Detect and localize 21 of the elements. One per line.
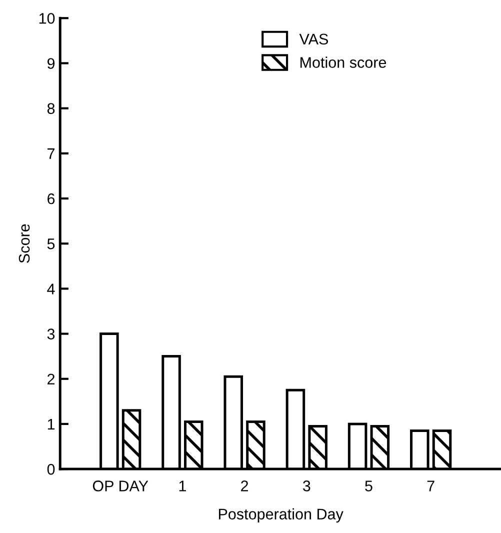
x-tick-label: 3: [302, 480, 310, 492]
y-tick-label: 7: [48, 148, 54, 159]
x-tick-label: 1: [179, 480, 186, 492]
legend-label: Motion score: [300, 56, 386, 68]
y-tick-label: 4: [47, 284, 55, 294]
y-tick-label: 5: [47, 238, 55, 250]
x-tick-label: 2: [241, 480, 248, 492]
x-tick-label: 5: [365, 480, 372, 492]
y-tick-label: 0: [47, 464, 55, 475]
y-tick-label: 10: [39, 12, 55, 24]
x-tick-label: OP DAY: [92, 480, 148, 492]
y-axis-title: Score: [18, 224, 30, 263]
y-tick-label: 8: [47, 103, 55, 114]
y-tick-label: 1: [48, 418, 55, 430]
y-tick-label: 3: [47, 328, 55, 340]
legend-label: VAS: [299, 34, 328, 45]
y-tick-label: 9: [47, 58, 55, 69]
y-tick-label: 2: [48, 374, 54, 384]
x-axis-title: Postoperation Day: [218, 508, 344, 523]
y-tick-label: 6: [48, 193, 55, 204]
x-tick-label: 7: [427, 480, 434, 492]
